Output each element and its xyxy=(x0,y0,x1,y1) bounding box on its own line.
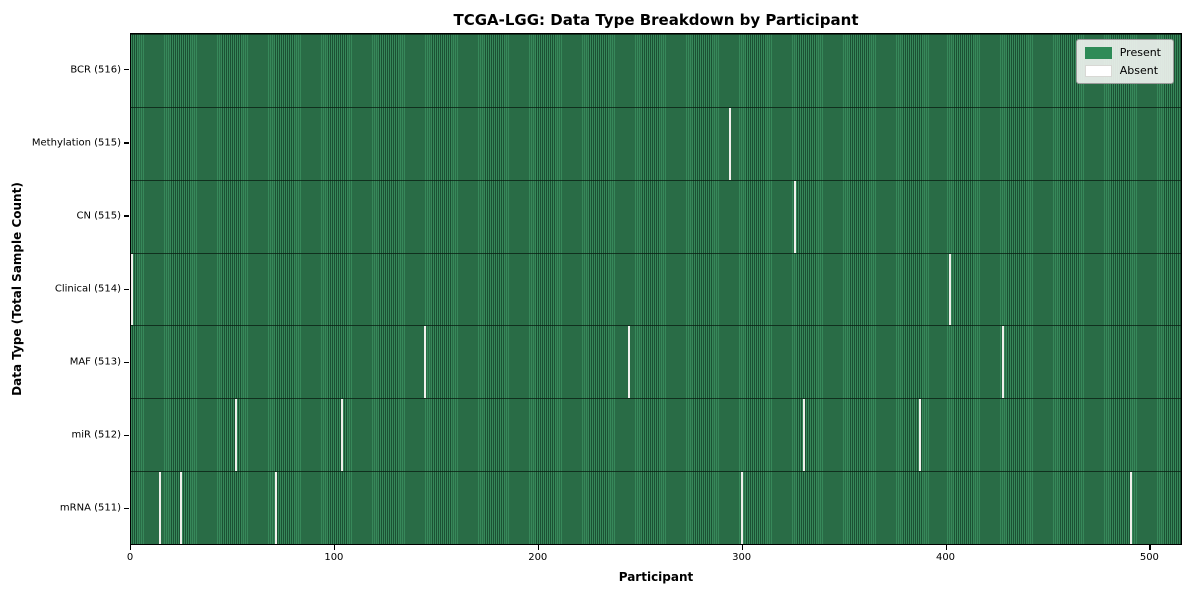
heatmap-row-mrna xyxy=(131,471,1181,545)
x-tick-label: 400 xyxy=(935,552,956,563)
y-tick-label: Clinical (514) xyxy=(54,283,121,295)
absent-mark xyxy=(179,472,182,545)
heatmap-row-bcr xyxy=(131,34,1181,107)
heatmap-row-cn xyxy=(131,179,1181,253)
y-tick-label: mRNA (511) xyxy=(59,502,121,514)
x-tick-mark xyxy=(1149,545,1151,550)
heatmap-row-mir xyxy=(131,398,1181,472)
y-tick-mark xyxy=(124,288,129,290)
absent-mark xyxy=(949,253,952,326)
y-tick-label: MAF (513) xyxy=(69,356,121,368)
legend-label-present: Present xyxy=(1119,46,1161,59)
y-tick-mark xyxy=(124,215,129,217)
y-tick-label: CN (515) xyxy=(76,210,121,222)
absent-mark xyxy=(729,107,732,180)
x-tick-label: 300 xyxy=(732,552,752,563)
absent-mark xyxy=(275,472,278,545)
x-tick-label: 0 xyxy=(126,552,134,563)
x-tick-mark xyxy=(537,545,540,550)
absent-mark xyxy=(131,253,133,326)
x-tick-mark xyxy=(945,545,947,550)
absent-mark xyxy=(159,472,162,545)
y-tick-label: miR (512) xyxy=(71,429,121,441)
x-tick-label: 500 xyxy=(1139,552,1159,563)
heatmap-row-maf xyxy=(131,325,1181,399)
absent-mark xyxy=(1001,326,1004,399)
heatmap-row-clinical xyxy=(131,252,1181,326)
y-tick-mark xyxy=(124,434,129,437)
legend-label-absent: Absent xyxy=(1119,64,1159,77)
y-tick-label: BCR (516) xyxy=(70,64,121,76)
y-tick-mark xyxy=(124,69,129,71)
absent-mark xyxy=(627,326,630,399)
absent-mark xyxy=(794,180,797,253)
absent-mark xyxy=(424,326,427,399)
x-tick-mark xyxy=(333,545,336,550)
absent-mark xyxy=(918,399,921,472)
absent-mark xyxy=(234,399,237,472)
chart-title: TCGA-LGG: Data Type Breakdown by Partici… xyxy=(453,11,859,29)
heatmap-row-methylation xyxy=(131,106,1181,180)
legend-entry-present: Present xyxy=(1084,46,1161,59)
legend: Present Absent xyxy=(1075,39,1174,84)
absent-mark xyxy=(340,399,343,472)
absent-mark xyxy=(802,399,805,472)
absent-mark xyxy=(1130,472,1133,545)
x-tick-label: 100 xyxy=(324,552,344,563)
x-axis-label: Participant xyxy=(618,570,694,584)
y-tick-mark xyxy=(124,507,129,510)
plot-area: Present Absent xyxy=(130,33,1182,545)
y-tick-mark xyxy=(124,361,129,363)
x-tick-label: 200 xyxy=(528,552,548,563)
present-swatch xyxy=(1084,46,1112,59)
x-tick-mark xyxy=(130,545,132,550)
x-tick-mark xyxy=(741,545,743,550)
absent-mark xyxy=(741,472,744,545)
absent-swatch xyxy=(1084,64,1112,77)
legend-entry-absent: Absent xyxy=(1084,64,1161,77)
y-tick-label: Methylation (515) xyxy=(31,137,121,149)
y-tick-mark xyxy=(124,142,129,144)
